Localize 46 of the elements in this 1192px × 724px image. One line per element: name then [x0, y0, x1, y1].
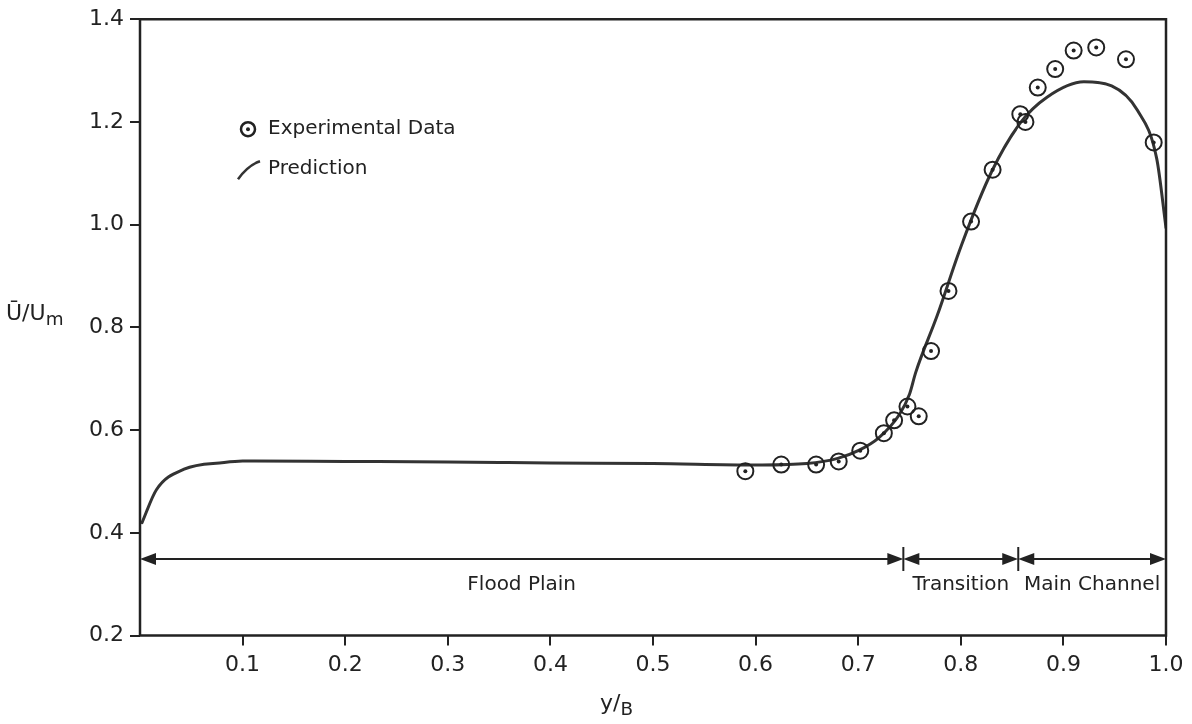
point	[1011, 105, 1030, 124]
point	[1087, 38, 1106, 57]
point	[962, 212, 981, 231]
x-axis-title: y/$_{B}$	[600, 690, 634, 720]
x-tick-label: 0.7	[840, 650, 876, 676]
x-tick-label: 1.0	[1148, 650, 1184, 676]
point	[1064, 41, 1083, 60]
x-tick-label: 0.1	[225, 650, 261, 676]
point	[909, 407, 928, 426]
line-series	[140, 80, 1166, 525]
point	[898, 397, 917, 416]
point	[851, 441, 870, 460]
x-tick-label: 0.4	[532, 650, 568, 676]
x-tick-label: 0.6	[738, 650, 774, 676]
annotation: Transition	[911, 570, 1010, 595]
y-tick-label: 1.2	[89, 107, 124, 133]
point	[922, 342, 941, 361]
point	[829, 452, 848, 471]
annotation: Flood Plain	[467, 570, 577, 595]
y-tick-label: 0.6	[89, 415, 124, 441]
annotation: Main Channel	[1024, 570, 1161, 595]
y-tick-label: 0.2	[89, 621, 124, 647]
point	[736, 462, 755, 481]
point	[939, 281, 958, 300]
x-tick-label: 0.2	[327, 650, 363, 676]
legend-label: Prediction	[268, 155, 368, 180]
point	[772, 455, 791, 474]
y-tick-label: 0.8	[89, 313, 124, 339]
point	[874, 424, 893, 443]
x-tick-label: 0.3	[430, 650, 466, 676]
x-tick-label: 0.8	[943, 650, 979, 676]
x-tick-label: 0.9	[1045, 650, 1081, 676]
y-axis-title: Ū/U$_{m}$	[6, 300, 64, 330]
point	[1028, 78, 1047, 97]
x-tick-label: 0.5	[635, 650, 671, 676]
legend-label: Experimental Data	[268, 115, 456, 140]
point	[1116, 50, 1135, 69]
point	[1046, 60, 1065, 79]
y-tick-label: 1.0	[89, 210, 124, 236]
y-tick-label: 1.4	[89, 4, 124, 30]
point	[983, 160, 1002, 179]
point	[885, 411, 904, 430]
point	[1144, 133, 1163, 152]
point	[1016, 112, 1035, 131]
point	[807, 455, 826, 474]
y-tick-label: 0.4	[89, 518, 124, 544]
